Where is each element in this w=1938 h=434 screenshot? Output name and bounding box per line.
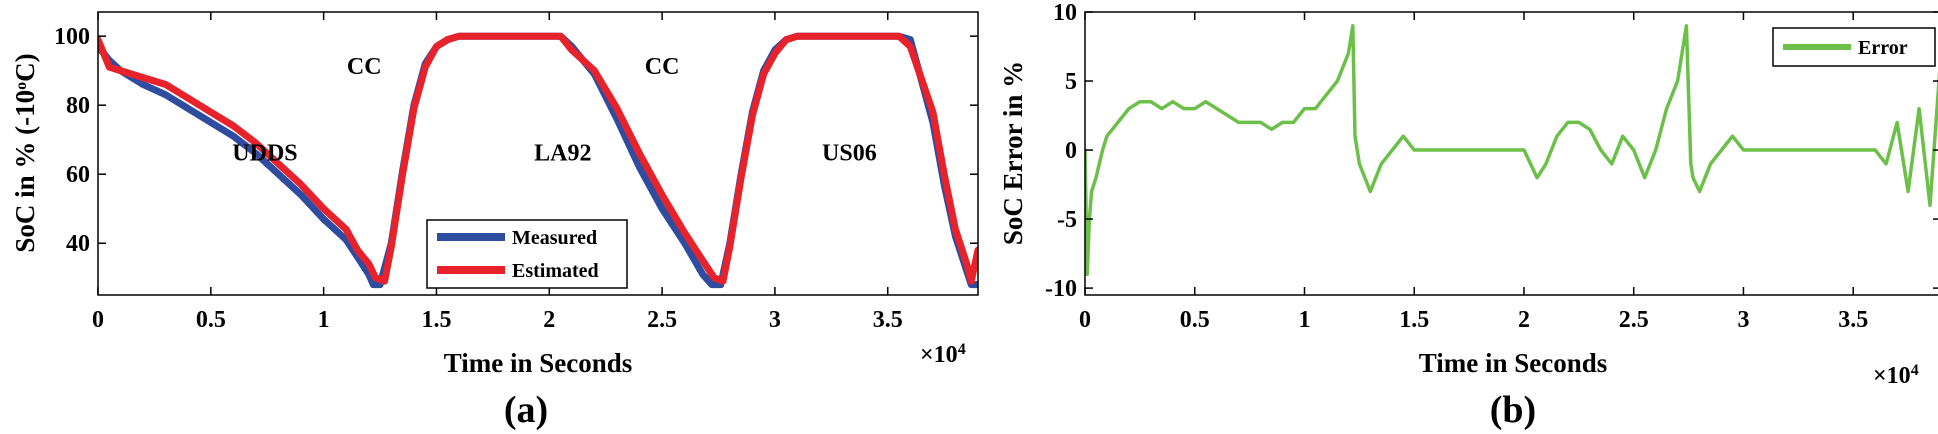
y-tick-label: 40: [66, 231, 90, 257]
panel-b-plot-area: [1085, 24, 1938, 277]
y-tick-label: 100: [54, 24, 90, 50]
panel-a-annotations: UDDS CC LA92 CC US06: [232, 54, 876, 166]
x-tick-label: 3: [769, 307, 781, 333]
x-tick-label: 0.5: [196, 307, 226, 333]
annotation-cc: CC: [347, 54, 382, 80]
legend-measured-label: Measured: [512, 227, 597, 249]
x-tick-label: 0: [1079, 307, 1091, 333]
legend-estimated-label: Estimated: [512, 260, 599, 282]
panel-a-axes-box: [97, 11, 979, 296]
annotation-la92: LA92: [534, 140, 591, 166]
panel-b-x-axis-label: Time in Seconds: [1419, 348, 1608, 378]
x-tick-label: 2: [1518, 307, 1530, 333]
legend-error-label: Error: [1858, 37, 1908, 59]
y-tick-label: 0: [1065, 138, 1077, 164]
panel-a-caption: (a): [504, 389, 548, 431]
panel-b-caption: (b): [1490, 389, 1536, 431]
panel-b-x-multiplier: ×104: [1873, 362, 1919, 390]
series-line-error: [1085, 24, 1938, 277]
panel-b-y-axis-label: SoC Error in %: [998, 61, 1028, 245]
panel-a-x-multiplier: ×104: [920, 341, 966, 369]
y-tick-label: -10: [1045, 276, 1077, 302]
panel-b: 0 0.5 1 1.5 2 2.5 3 3.5 -10 -5 0 5 10 Error SoC Erro…: [998, 0, 1938, 431]
panel-b-legend: Error: [1772, 27, 1936, 67]
panel-a-legend-box: [426, 219, 628, 289]
x-tick-label: 1: [318, 307, 330, 333]
y-tick-label: 60: [66, 162, 90, 188]
x-tick-label: 2: [543, 307, 555, 333]
x-tick-label: 0.5: [1180, 307, 1210, 333]
panel-b-axes-box: [1084, 11, 1938, 296]
x-tick-label: 1.5: [421, 307, 451, 333]
y-tick-label: 10: [1053, 0, 1077, 26]
panel-a-plot-area: [98, 32, 978, 289]
x-tick-label: 1.5: [1399, 307, 1429, 333]
panel-a-y-axis-label: SoC in % (-10oC): [10, 53, 40, 252]
annotation-udds: UDDS: [232, 140, 297, 166]
x-tick-label: 0: [92, 307, 104, 333]
series-line-estimated: [98, 32, 978, 285]
y-tick-label: 5: [1065, 69, 1077, 95]
panel-a-x-axis-label: Time in Seconds: [444, 348, 633, 378]
y-tick-label: -5: [1057, 207, 1077, 233]
x-tick-label: 3.5: [873, 307, 903, 333]
panel-b-ticks: 0 0.5 1 1.5 2 2.5 3 3.5 -10 -5 0 5 10: [1045, 0, 1938, 333]
annotation-us06: US06: [822, 140, 877, 166]
x-tick-label: 3: [1737, 307, 1749, 333]
x-tick-label: 2.5: [1619, 307, 1649, 333]
panel-a-ticks: 0 0.5 1 1.5 2 2.5 3 3.5 40 60 80 100: [54, 12, 978, 333]
x-tick-label: 2.5: [647, 307, 677, 333]
annotation-cc: CC: [645, 54, 680, 80]
x-tick-label: 1: [1298, 307, 1310, 333]
panel-a-legend: Measured Estimated: [426, 219, 628, 289]
panel-a: 0 0.5 1 1.5 2 2.5 3 3.5 40 60 80 100 UDDS CC LA92 CC US…: [10, 11, 979, 431]
y-tick-label: 80: [66, 93, 90, 119]
x-tick-label: 3.5: [1838, 307, 1868, 333]
